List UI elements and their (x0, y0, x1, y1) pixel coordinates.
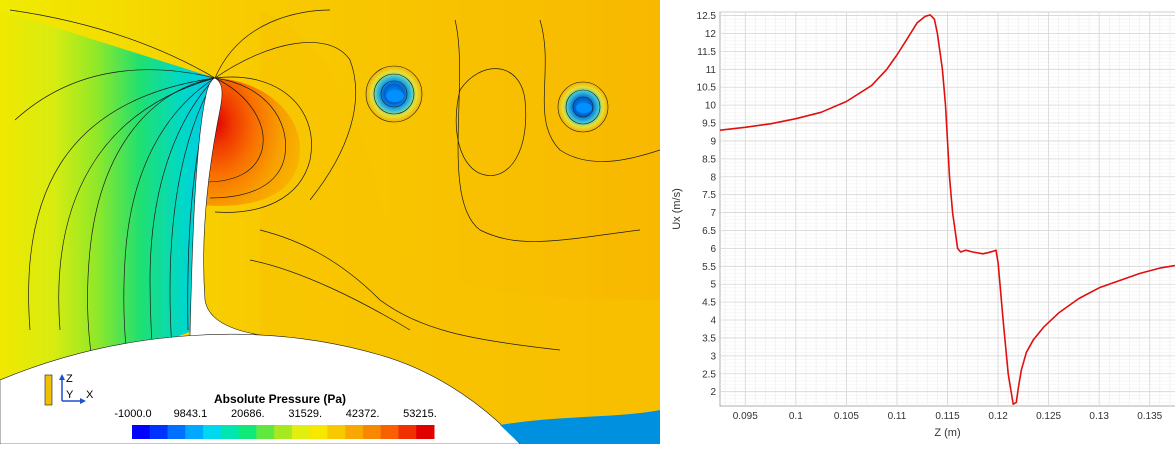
legend-color-swatch (291, 425, 311, 439)
low-pressure-streak (500, 410, 660, 444)
x-tick-label: 0.125 (1036, 411, 1061, 422)
legend-color-swatch (327, 425, 346, 439)
y-tick-label: 7.5 (702, 190, 716, 201)
y-tick-label: 2 (710, 387, 716, 398)
hub-surface (0, 333, 521, 445)
y-tick-label: 6.5 (702, 226, 716, 237)
y-tick-label: 9.5 (702, 119, 716, 130)
y-tick-label: 5 (710, 280, 716, 291)
series-line (719, 14, 1175, 406)
x-tick-label: 0.095 (733, 411, 758, 422)
y-tick-label: 11.5 (697, 47, 716, 58)
legend-color-swatch (132, 425, 151, 439)
y-tick-label: 3.5 (702, 333, 716, 344)
axis-z-label: Z (66, 373, 73, 385)
y-tick-label: 10.5 (697, 83, 717, 94)
major-gridlines (720, 12, 1175, 406)
legend-color-swatch (274, 425, 293, 439)
legend-color-swatch (203, 425, 222, 439)
legend-color-swatch (309, 425, 328, 439)
axis-triad: Z Y X (59, 373, 94, 404)
x-tick-label: 0.105 (834, 411, 859, 422)
high-pressure-zone (199, 78, 300, 206)
legend-color-swatch (362, 425, 382, 439)
y-tick-label: 3 (710, 351, 716, 362)
axis-x-label: X (86, 389, 94, 401)
x-tick-labels: 0.095 0.1 0.105 0.11 0.115 0.12 0.125 0.13 0.135 (733, 411, 1163, 422)
legend-color-swatch (345, 425, 364, 439)
legend-color-swatch (149, 425, 169, 439)
axis-y-label: Y (66, 389, 74, 401)
y-tick-label: 12.5 (697, 11, 717, 22)
pressure-band (260, 10, 660, 440)
low-pressure-fan (0, 10, 215, 380)
y-tick-label: 9 (710, 136, 716, 147)
contour-lines (0, 9, 661, 421)
y-tick-label: 2.5 (702, 369, 716, 380)
color-legend: Absolute Pressure (Pa) -1000.0 9843.1 2068… (114, 392, 437, 439)
y-tick-label: 12 (705, 29, 717, 40)
y-tick-label: 8 (710, 172, 716, 183)
legend-color-swatch (220, 425, 240, 439)
legend-color-swatch (256, 425, 275, 439)
y-tick-label: 5.5 (702, 262, 716, 273)
blade-profile (189, 77, 261, 337)
x-tick-label: 0.135 (1137, 411, 1162, 422)
legend-color-swatch (380, 425, 399, 439)
pressure-contour-plot: Z Y X Absolute Pressure (Pa) -1000.0 9843… (0, 0, 661, 445)
legend-title: Absolute Pressure (Pa) (214, 392, 346, 406)
y-tick-label: 6 (710, 244, 716, 255)
y-tick-labels: 2 2.5 3 3.5 4 4.5 5 5.5 6 6.5 7 7.5 8 8.5 9 9.5 10 10.5 11… (697, 11, 717, 398)
x-tick-label: 0.1 (789, 411, 803, 422)
series-layer (719, 14, 1175, 406)
legend-color-bar (132, 425, 435, 439)
y-tick-label: 4.5 (702, 298, 716, 309)
contour-canvas: Z Y X Absolute Pressure (Pa) -1000.0 9843… (0, 0, 661, 445)
legend-tick-labels: -1000.0 9843.1 20686. 31529. 42372. 53215. (114, 408, 436, 420)
ux-line-chart: 0.095 0.1 0.105 0.11 0.115 0.12 0.125 0.13 0.135… (660, 0, 1175, 444)
legend-tick-label: 31529. (288, 408, 322, 420)
legend-color-swatch (185, 425, 204, 439)
legend-color-swatch (416, 425, 435, 439)
x-axis-label: Z (m) (934, 427, 960, 439)
x-tick-label: 0.12 (988, 411, 1008, 422)
vortex-1 (365, 65, 423, 123)
inlet-slot (44, 374, 53, 406)
chart-canvas: 0.095 0.1 0.105 0.11 0.115 0.12 0.125 0.13 0.135… (671, 11, 1175, 439)
y-tick-label: 11 (706, 65, 717, 76)
vortex-2 (557, 81, 609, 133)
x-tick-label: 0.13 (1089, 411, 1109, 422)
x-tick-label: 0.115 (935, 411, 960, 422)
legend-tick-label: 42372. (346, 408, 380, 420)
y-tick-label: 8.5 (702, 154, 716, 165)
legend-tick-label: -1000.0 (114, 408, 151, 420)
legend-color-swatch (238, 425, 257, 439)
legend-color-swatch (398, 425, 417, 439)
y-tick-label: 4 (710, 316, 716, 327)
y-tick-label: 7 (710, 208, 716, 219)
y-axis-label: Ux (m/s) (671, 188, 683, 230)
y-tick-label: 10 (705, 101, 717, 112)
x-tick-label: 0.11 (888, 411, 907, 422)
legend-tick-label: 53215. (403, 408, 437, 420)
legend-color-swatch (167, 425, 186, 439)
legend-tick-label: 20686. (231, 408, 265, 420)
legend-tick-label: 9843.1 (174, 408, 208, 420)
